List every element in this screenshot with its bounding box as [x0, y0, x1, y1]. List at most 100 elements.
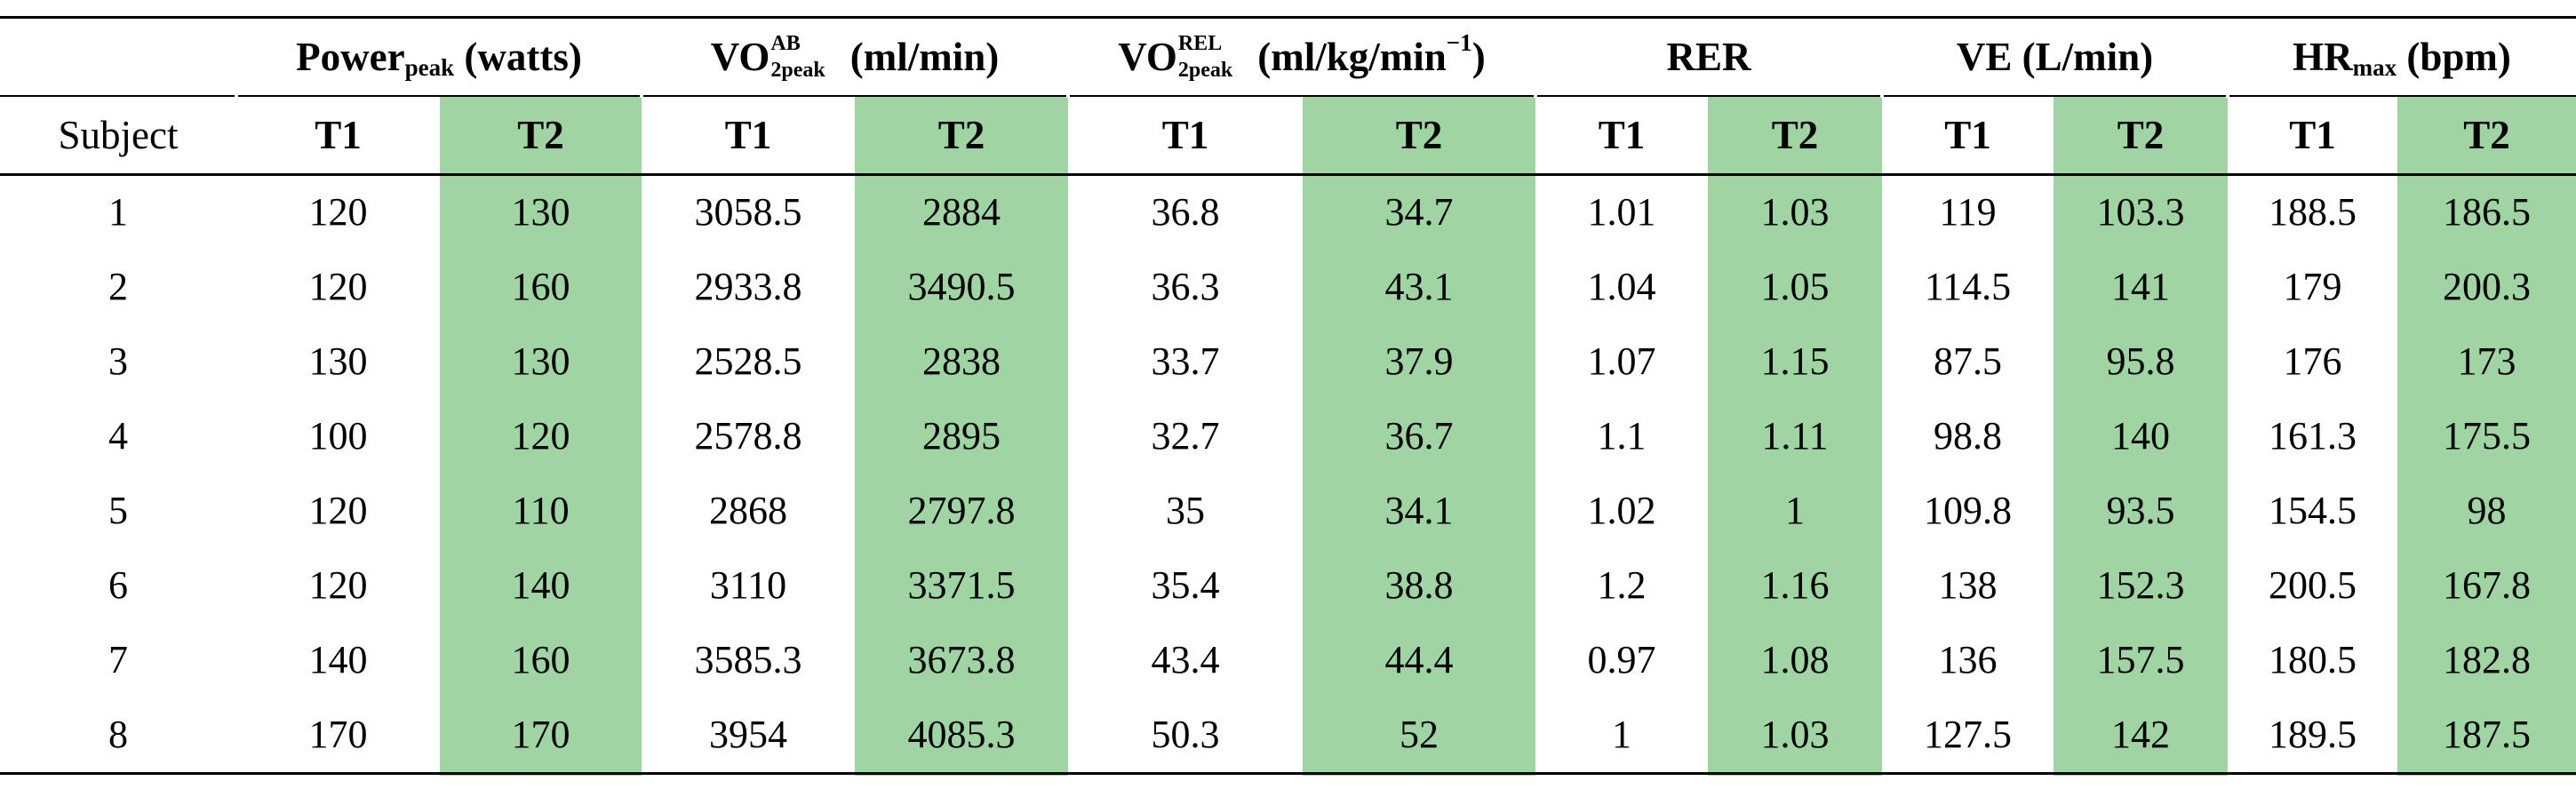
vo-rel-superscript: REL: [1177, 32, 1223, 55]
value-cell: 127.5: [1924, 713, 2012, 757]
value-cell: 36.3: [1151, 264, 1220, 308]
value-cell: 1.08: [1760, 638, 1830, 682]
rule-gap: [235, 94, 238, 98]
ve-label: VE (L/min): [1956, 35, 2154, 79]
col-header: T1: [2289, 113, 2336, 157]
value-cell: 1.07: [1587, 339, 1656, 383]
value-cell: 130: [511, 339, 570, 383]
rule-gap: [1534, 94, 1537, 98]
value-cell: 2933.8: [694, 264, 802, 308]
value-cell: 35.4: [1151, 563, 1220, 607]
value-cell: 119: [1939, 189, 1997, 234]
value-cell: 182.8: [2443, 638, 2531, 682]
value-cell: 3110: [709, 563, 787, 607]
value-cell: 114.5: [1924, 264, 2012, 308]
hr-subscript: max: [2352, 53, 2397, 81]
value-cell: 38.8: [1384, 563, 1454, 607]
vo-rel-subscript: 2peak: [1177, 59, 1233, 82]
header-vo2-relative: VO REL 2peak (ml/kg/min −1): [1068, 20, 1535, 94]
value-cell: 2868: [709, 488, 787, 532]
value-cell: 1.01: [1587, 189, 1656, 234]
value-cell: 1: [1612, 713, 1631, 757]
t2-band-rer: [1708, 97, 1882, 776]
value-cell: 1.03: [1760, 189, 1830, 234]
value-cell: 167.8: [2443, 563, 2531, 607]
subject-cell: 2: [108, 264, 128, 308]
vo-rel-unit-exponent: −1: [1446, 28, 1472, 56]
col-header: T1: [1161, 113, 1209, 157]
value-cell: 175.5: [2443, 413, 2531, 458]
value-cell: 1.11: [1761, 413, 1829, 458]
value-cell: 37.9: [1384, 339, 1454, 383]
col-header: T2: [1395, 113, 1443, 157]
value-cell: 34.7: [1384, 189, 1454, 234]
col-header: T1: [1598, 113, 1646, 157]
rule-gap: [1066, 94, 1070, 98]
value-cell: 136: [1938, 638, 1998, 682]
subject-cell: 6: [108, 563, 128, 607]
value-cell: 1.05: [1760, 264, 1830, 308]
value-cell: 43.1: [1384, 264, 1454, 308]
rule-gap: [640, 94, 643, 98]
value-cell: 152.3: [2096, 563, 2185, 607]
value-cell: 130: [511, 189, 570, 234]
value-cell: 170: [511, 713, 570, 757]
rer-label: RER: [1666, 35, 1751, 79]
col-header: T1: [1944, 113, 1991, 157]
value-cell: 120: [308, 563, 368, 607]
value-cell: 33.7: [1151, 339, 1220, 383]
value-cell: 1.2: [1597, 563, 1647, 607]
t2-band-vo-ab: [855, 97, 1068, 776]
vo-ab-unit: (ml/min): [849, 35, 1000, 79]
value-cell: 120: [308, 189, 368, 234]
value-cell: 200.3: [2443, 264, 2531, 308]
value-cell: 87.5: [1934, 339, 2002, 383]
col-header: T2: [517, 113, 564, 157]
value-cell: 140: [308, 638, 368, 682]
value-cell: 2528.5: [694, 339, 802, 383]
value-cell: 157.5: [2096, 638, 2185, 682]
value-cell: 43.4: [1151, 638, 1220, 682]
subject-header: Subject: [58, 113, 179, 157]
value-cell: 1.02: [1587, 488, 1656, 532]
value-cell: 3371.5: [907, 563, 1016, 607]
rule-gap: [1880, 94, 1884, 98]
value-cell: 1.1: [1597, 413, 1647, 458]
value-cell: 2884: [922, 189, 1001, 234]
value-cell: 120: [308, 488, 368, 532]
vo-ab-superscript: AB: [770, 32, 801, 55]
value-cell: 50.3: [1151, 713, 1220, 757]
value-cell: 186.5: [2443, 189, 2531, 234]
value-cell: 130: [308, 339, 368, 383]
value-cell: 161.3: [2269, 413, 2357, 458]
header-hr: HR max (bpm): [2228, 20, 2576, 94]
value-cell: 3058.5: [694, 189, 802, 234]
value-cell: 140: [511, 563, 570, 607]
power-subscript: peak: [404, 53, 455, 81]
value-cell: 180.5: [2269, 638, 2357, 682]
value-cell: 36.8: [1151, 189, 1220, 234]
col-header: T2: [937, 113, 985, 157]
value-cell: 1: [1785, 488, 1805, 532]
power-unit: (watts): [454, 35, 582, 79]
col-header: T2: [2463, 113, 2510, 157]
col-header: T1: [724, 113, 772, 157]
t2-band-ve: [2054, 97, 2228, 776]
hr-label: HR: [2293, 35, 2353, 79]
t2-band-hr: [2397, 97, 2576, 776]
value-cell: 140: [2111, 413, 2170, 458]
value-cell: 52: [1400, 713, 1439, 757]
value-cell: 1.15: [1760, 339, 1830, 383]
value-cell: 4085.3: [907, 713, 1016, 757]
col-header: T1: [315, 113, 362, 157]
subject-cell: 3: [108, 339, 128, 383]
subject-cell: 1: [108, 189, 128, 234]
value-cell: 35: [1166, 488, 1205, 532]
value-cell: 179: [2283, 264, 2342, 308]
value-cell: 2895: [922, 413, 1001, 458]
value-cell: 2578.8: [694, 413, 802, 458]
value-cell: 170: [308, 713, 368, 757]
header-ve: VE (L/min): [1882, 20, 2228, 94]
vo-label: VO: [1118, 35, 1177, 79]
